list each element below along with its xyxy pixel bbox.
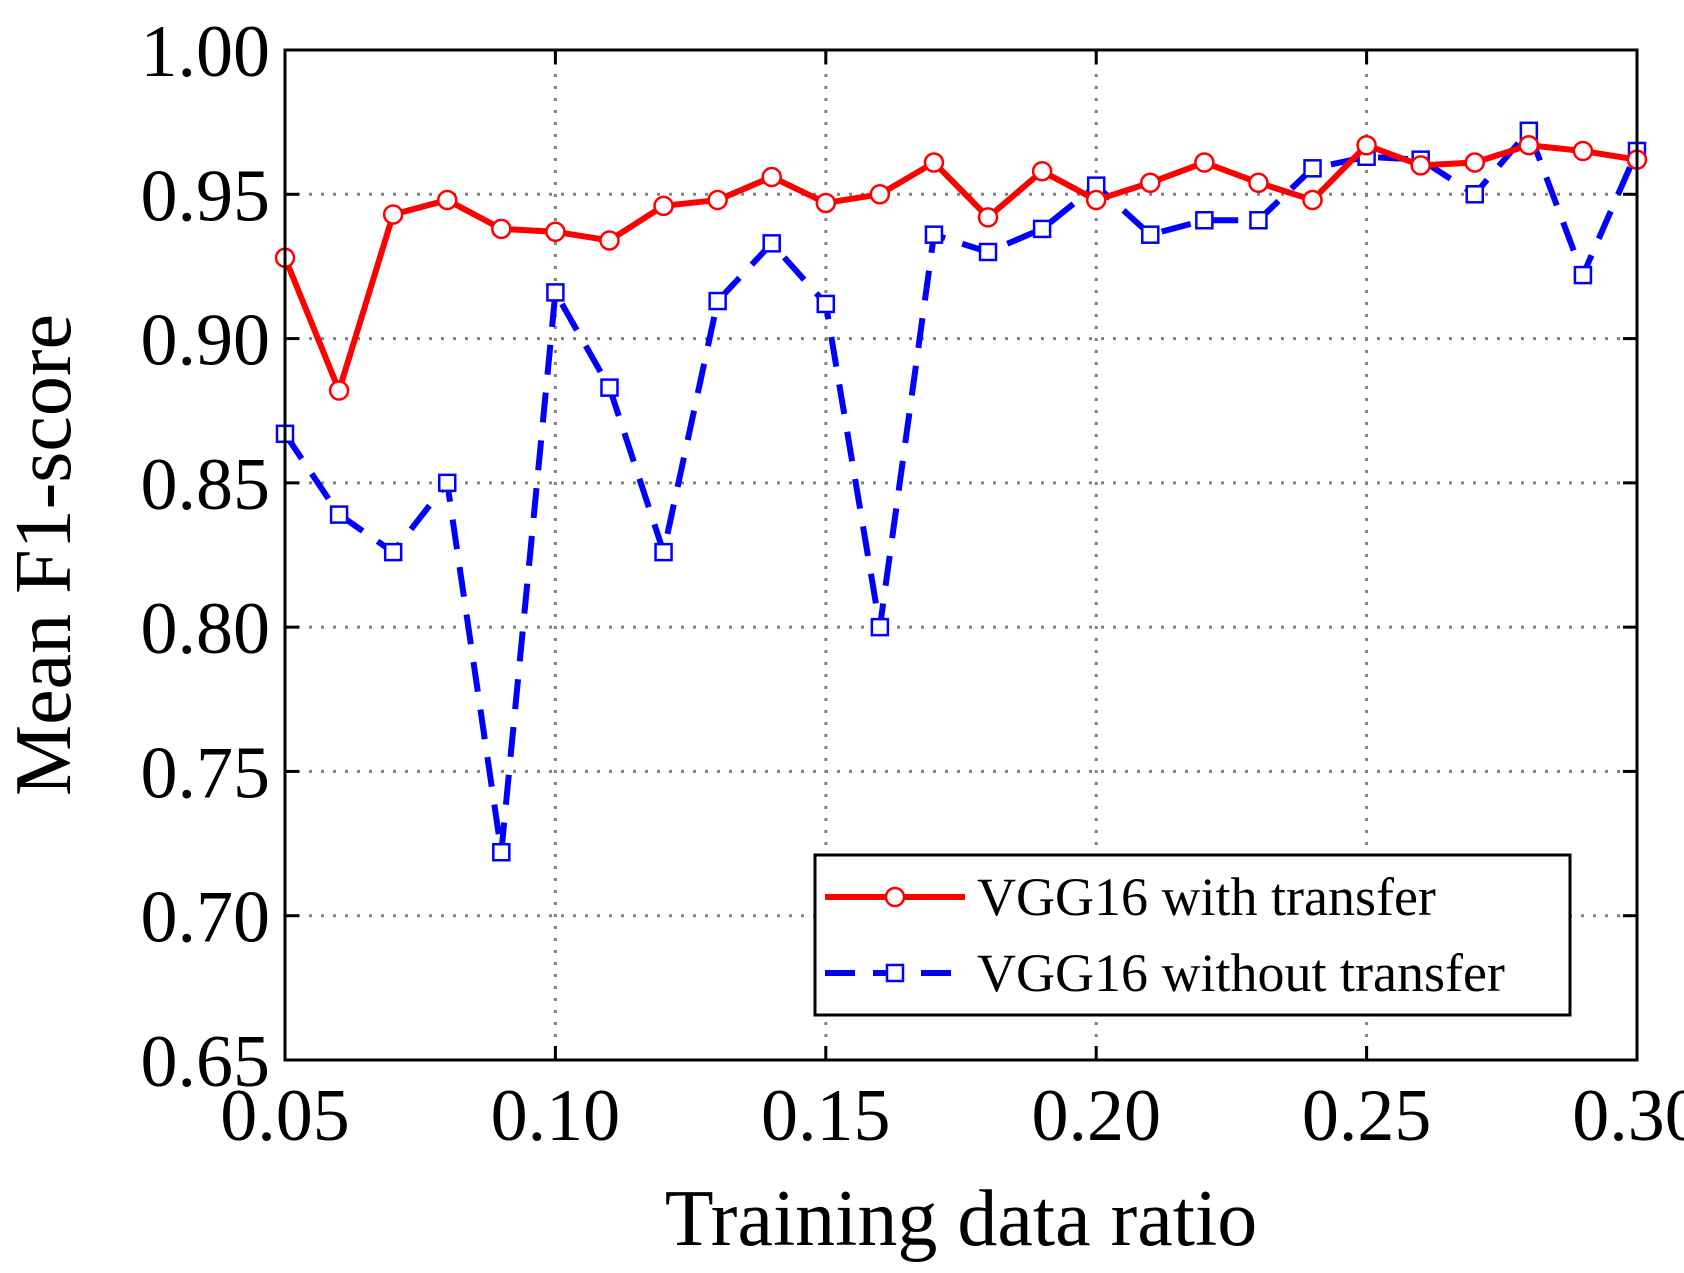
data-point-vgg16-without-transfer [1249,211,1268,230]
y-tick-label: 0.65 [141,1021,271,1103]
data-point-vgg16-with-transfer [1464,152,1486,173]
plot-frame [283,48,1639,1062]
data-point-vgg16-without-transfer [437,473,457,493]
x-tick-label: 0.15 [761,1075,891,1157]
legend-label-vgg16-with-transfer: VGG16 with transfer [977,867,1436,927]
data-point-vgg16-without-transfer [816,294,836,314]
series-vgg16-with-transfer [274,134,1648,401]
data-point-vgg16-with-transfer [815,192,837,214]
x-tick-label: 0.10 [491,1075,621,1157]
y-tick-label: 0.90 [141,300,271,382]
data-point-vgg16-without-transfer [1465,185,1485,204]
data-point-vgg16-without-transfer [492,842,511,862]
data-point-vgg16-without-transfer [708,291,727,311]
x-tick-label: 0.25 [1302,1075,1432,1157]
data-point-vgg16-without-transfer [383,542,403,562]
x-tick-label: 0.30 [1572,1075,1684,1157]
data-point-vgg16-with-transfer [1410,155,1431,176]
data-point-vgg16-with-transfer [1302,189,1323,211]
data-point-vgg16-without-transfer [762,234,781,253]
data-point-vgg16-with-transfer [545,221,566,243]
y-tick-label: 0.80 [141,588,271,670]
data-point-vgg16-with-transfer [382,204,404,225]
data-point-vgg16-with-transfer [599,230,620,251]
data-point-vgg16-with-transfer [1248,172,1269,193]
data-point-vgg16-with-transfer [761,166,782,188]
series-line-vgg16-without-transfer [282,127,1640,856]
y-tick-label: 1.00 [141,11,271,93]
legend: VGG16 with transfer VGG16 without transfe… [813,853,1572,1017]
data-point-vgg16-without-transfer [654,542,673,562]
data-point-vgg16-with-transfer [1194,152,1215,173]
tick-marks [283,48,1639,1062]
y-axis-title: Mean F1-score [0,314,88,796]
data-point-vgg16-without-transfer [1195,211,1214,230]
x-tick-label: 0.20 [1031,1075,1161,1157]
data-point-vgg16-with-transfer [869,184,891,205]
x-axis-title: Training data ratio [665,1175,1258,1263]
data-point-vgg16-with-transfer [653,195,674,217]
data-point-vgg16-with-transfer [1518,134,1540,156]
data-point-vgg16-with-transfer [491,218,512,240]
data-point-vgg16-with-transfer [1140,172,1161,193]
legend-item-vgg16-without-transfer: VGG16 without transfer [825,943,1505,1003]
x-tick-label: 0.05 [220,1075,350,1157]
data-point-vgg16-without-transfer [1303,159,1322,178]
data-point-vgg16-without-transfer [924,225,944,244]
legend-item-vgg16-with-transfer: VGG16 with transfer [825,867,1436,927]
x-tick-labels: 0.05 0.10 0.15 0.20 0.25 0.30 [220,1075,1684,1157]
data-point-vgg16-without-transfer [1032,219,1052,239]
y-tick-label: 0.95 [141,155,271,237]
y-tick-label: 0.70 [141,877,271,959]
legend-marker-vgg16-with-transfer [884,886,906,908]
data-point-vgg16-without-transfer [978,242,998,262]
data-point-vgg16-without-transfer [329,505,349,524]
data-point-vgg16-with-transfer [977,207,999,228]
data-point-vgg16-with-transfer [1085,189,1107,211]
legend-box [813,853,1572,1017]
y-tick-labels: 0.65 0.70 0.75 0.80 0.85 0.90 0.95 1.00 [141,11,271,1103]
data-point-vgg16-without-transfer [1141,225,1160,244]
data-point-vgg16-without-transfer [546,283,565,302]
data-point-vgg16-with-transfer [707,189,728,211]
series-line-vgg16-with-transfer [282,142,1638,394]
data-point-vgg16-with-transfer [328,380,350,401]
y-tick-label: 0.85 [141,444,271,526]
data-point-vgg16-with-transfer [1572,140,1594,162]
data-point-vgg16-with-transfer [923,152,945,173]
data-point-vgg16-with-transfer [1356,134,1377,156]
series-layer [274,121,1648,862]
data-point-vgg16-without-transfer [870,617,890,637]
legend-items: VGG16 with transfer VGG16 without transfe… [825,867,1505,1003]
legend-label-vgg16-without-transfer: VGG16 without transfer [977,943,1505,1003]
data-point-vgg16-without-transfer [600,378,619,397]
data-point-vgg16-with-transfer [436,189,458,211]
data-point-vgg16-with-transfer [1031,160,1053,182]
series-vgg16-without-transfer [275,121,1647,862]
legend-marker-vgg16-without-transfer [885,963,905,983]
data-point-vgg16-without-transfer [1573,265,1593,285]
y-tick-label: 0.75 [141,732,271,814]
